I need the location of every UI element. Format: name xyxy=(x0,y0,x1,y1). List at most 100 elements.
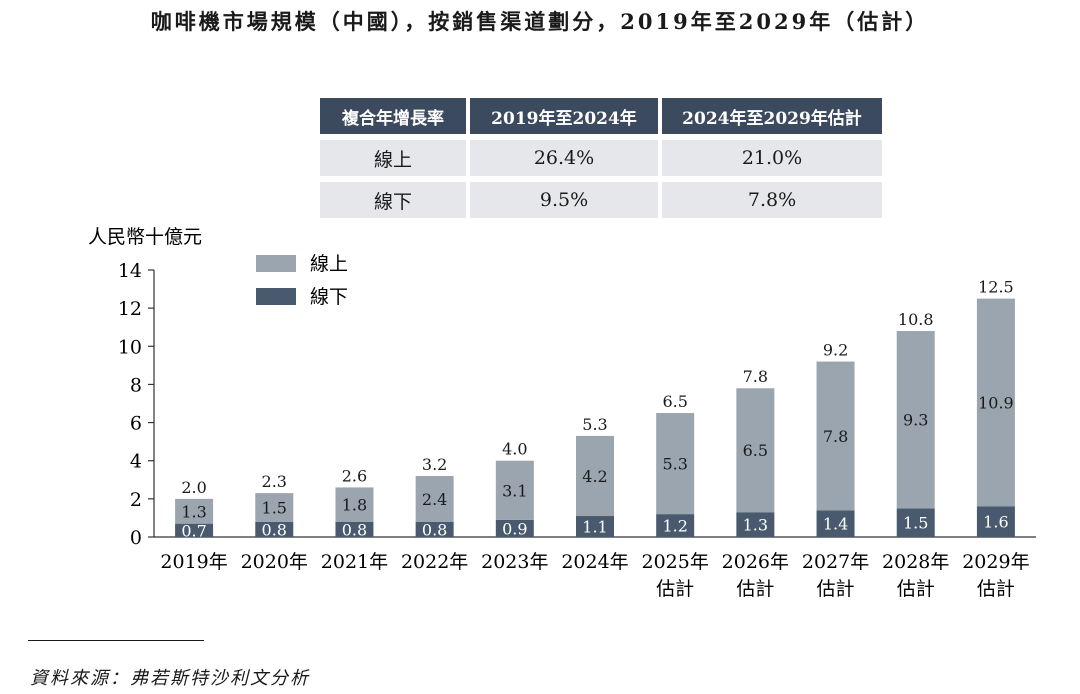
data-label-offline: 0.8 xyxy=(422,520,447,539)
y-tick-label: 12 xyxy=(118,298,142,320)
cagr-value: 21.0% xyxy=(662,140,882,176)
bar-online xyxy=(656,413,695,515)
x-tick-sublabel: 估計 xyxy=(977,578,1015,600)
data-label-total: 4.0 xyxy=(502,440,527,459)
bar-offline xyxy=(656,514,695,537)
data-label-online: 10.9 xyxy=(978,394,1014,413)
legend-label-online: 線上 xyxy=(310,253,348,275)
y-axis-label: 人民幣十億元 xyxy=(88,226,202,248)
bar-offline xyxy=(816,510,855,537)
x-tick-label: 2026年 xyxy=(722,551,789,573)
x-tick-label: 2022年 xyxy=(401,551,468,573)
data-label-total: 6.5 xyxy=(662,392,687,411)
cagr-header-row: 複合年增長率 2019年至2024年 2024年至2029年估計 xyxy=(320,98,882,134)
data-label-offline: 0.7 xyxy=(181,521,206,540)
data-label-online: 1.3 xyxy=(181,502,206,521)
x-tick-label: 2023年 xyxy=(481,551,548,573)
x-tick-label: 2027年 xyxy=(802,551,869,573)
y-tick-label: 0 xyxy=(130,527,142,549)
x-tick-label: 2029年 xyxy=(962,551,1029,573)
data-label-online: 3.1 xyxy=(502,481,527,500)
data-label-online: 9.3 xyxy=(903,411,928,430)
chart-title: 咖啡機市場規模（中國），按銷售渠道劃分，2019年至2029年（估計） xyxy=(150,9,930,34)
x-tick-label: 2025年 xyxy=(642,551,709,573)
bar-online xyxy=(976,298,1015,507)
bar-offline xyxy=(976,506,1015,537)
bar-offline xyxy=(255,521,294,537)
x-tick-label: 2019年 xyxy=(160,551,227,573)
data-label-offline: 0.8 xyxy=(342,520,367,539)
y-tick-label: 2 xyxy=(130,489,142,511)
cagr-value: 9.5% xyxy=(470,182,658,218)
source-note: 資料來源：弗若斯特沙利文分析 xyxy=(30,668,310,689)
data-label-offline: 1.6 xyxy=(983,513,1008,532)
data-label-offline: 1.1 xyxy=(582,518,607,537)
bar-offline xyxy=(736,512,775,537)
data-label-online: 1.5 xyxy=(262,498,287,517)
data-label-offline: 1.2 xyxy=(662,517,687,536)
cagr-table: 複合年增長率 2019年至2024年 2024年至2029年估計 線上 26.4… xyxy=(316,92,886,224)
x-tick-sublabel: 估計 xyxy=(736,578,774,600)
bars: 0.71.32.02019年0.81.52.32020年0.81.82.6202… xyxy=(154,278,1036,600)
x-tick-label: 2020年 xyxy=(241,551,308,573)
cagr-header-period-1: 2019年至2024年 xyxy=(470,98,658,134)
legend-label-offline: 線下 xyxy=(310,286,348,308)
bar-online xyxy=(255,493,294,522)
x-tick-sublabel: 估計 xyxy=(656,578,694,600)
bar-offline xyxy=(415,521,454,537)
data-label-online: 6.5 xyxy=(743,441,768,460)
data-label-offline: 0.8 xyxy=(262,520,287,539)
data-label-total: 10.8 xyxy=(898,310,934,329)
bar-offline xyxy=(495,519,534,537)
legend: 線上 線下 xyxy=(256,253,348,308)
bar-offline xyxy=(896,508,935,537)
cagr-row-offline: 線下 9.5% 7.8% xyxy=(320,182,882,218)
bar-online xyxy=(415,475,454,522)
legend-swatch-offline xyxy=(256,288,296,305)
legend-swatch-online xyxy=(256,255,296,272)
cagr-value: 26.4% xyxy=(470,140,658,176)
y-tick-label: 6 xyxy=(130,413,142,435)
cagr-header-period-2: 2024年至2029年估計 xyxy=(662,98,882,134)
y-axis: 0 2 4 6 8 10 12 14 xyxy=(118,260,155,549)
cagr-header-label: 複合年增長率 xyxy=(320,98,466,134)
data-label-offline: 1.4 xyxy=(823,515,848,534)
x-tick-label: 2021年 xyxy=(321,551,388,573)
cagr-row-online: 線上 26.4% 21.0% xyxy=(320,140,882,176)
y-tick-label: 14 xyxy=(118,260,142,282)
bar-online xyxy=(335,487,374,522)
data-label-total: 2.3 xyxy=(262,472,287,491)
data-label-total: 7.8 xyxy=(743,367,768,386)
bar-online xyxy=(175,498,214,524)
data-label-total: 3.2 xyxy=(422,455,447,474)
bar-offline xyxy=(175,523,214,537)
cagr-row-label: 線上 xyxy=(320,140,466,176)
x-tick-sublabel: 估計 xyxy=(817,578,855,600)
y-tick-label: 10 xyxy=(118,336,142,358)
data-label-total: 5.3 xyxy=(582,415,607,434)
data-label-online: 4.2 xyxy=(582,467,607,486)
data-label-online: 7.8 xyxy=(823,427,848,446)
cagr-row-label: 線下 xyxy=(320,182,466,218)
bar-online xyxy=(576,435,614,517)
bar-online xyxy=(896,331,935,509)
data-label-online: 5.3 xyxy=(662,455,687,474)
data-label-total: 9.2 xyxy=(823,341,848,360)
x-tick-sublabel: 估計 xyxy=(897,578,935,600)
data-label-total: 12.5 xyxy=(978,278,1014,297)
bar-online xyxy=(495,460,534,520)
x-tick-label: 2028年 xyxy=(882,551,949,573)
y-tick-label: 4 xyxy=(130,451,142,473)
cagr-value: 7.8% xyxy=(662,182,882,218)
data-label-offline: 0.9 xyxy=(502,519,527,538)
bar-offline xyxy=(576,516,614,537)
data-label-offline: 1.3 xyxy=(743,516,768,535)
bar-online xyxy=(816,361,855,511)
data-label-online: 2.4 xyxy=(422,490,447,509)
data-label-total: 2.0 xyxy=(181,478,206,497)
data-label-online: 1.8 xyxy=(342,496,367,515)
y-tick-label: 8 xyxy=(130,374,142,396)
source-divider xyxy=(28,640,204,641)
data-label-offline: 1.5 xyxy=(903,514,928,533)
